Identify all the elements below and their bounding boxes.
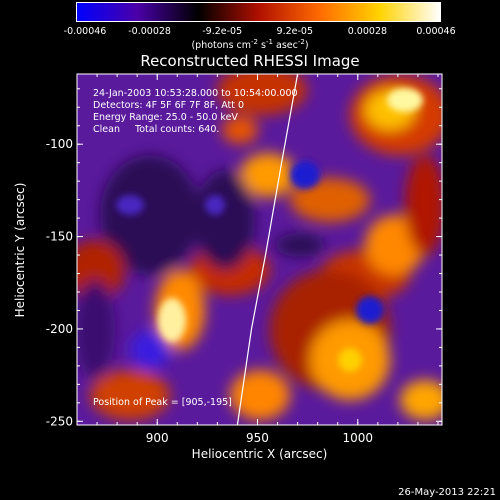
colorbar-tick-label: 0.00028 (347, 26, 388, 37)
heatmap-peaks (116, 88, 423, 372)
annotation-peak-position: Position of Peak = [905,-195] (93, 397, 232, 408)
x-tick-label: 950 (246, 431, 269, 445)
annotation-detectors: Detectors: 4F 5F 6F 7F 8F, Att 0 (93, 100, 245, 111)
y-tick-label: -150 (46, 230, 73, 244)
colorbar-tick-label: 0.00046 (416, 26, 456, 37)
y-tick-label: -250 (46, 414, 73, 428)
colorbar-tick-label: -9.2e-05 (202, 26, 243, 37)
axis-ticks: 900 950 1000 -100 -150 -200 -250 (46, 74, 442, 445)
x-tick-label: 1000 (342, 431, 373, 445)
colorbar-gradient (77, 3, 440, 21)
x-tick-label: 900 (146, 431, 169, 445)
colorbar-tick-label: -0.00028 (128, 26, 171, 37)
colorbar-tick-label: -0.00046 (63, 26, 107, 37)
y-tick-label: -200 (46, 322, 73, 336)
x-axis-label: Heliocentric X (arcsec) (191, 447, 328, 461)
y-tick-label: -100 (46, 137, 73, 151)
solar-limb-curve (236, 74, 299, 425)
annotation-time: 24-Jan-2003 10:53:28.000 to 10:54:00.000 (93, 88, 298, 99)
colorbar-units: (photons cm-2 s-1 asec-2) (191, 38, 309, 52)
heatmap-image (77, 74, 442, 425)
colorbar (76, 2, 441, 22)
timestamp-footer: 26-May-2013 22:21 (398, 487, 496, 498)
chart-title: Reconstructed RHESSI Image (140, 52, 360, 70)
annotation-clean: Clean Total counts: 640. (93, 124, 220, 135)
plot-frame (76, 73, 443, 426)
annotation-energy: Energy Range: 25.0 - 50.0 keV (93, 112, 238, 123)
colorbar-tick-label: 9.2e-05 (276, 26, 314, 37)
y-axis-label: Heliocentric Y (arcsec) (13, 182, 27, 318)
